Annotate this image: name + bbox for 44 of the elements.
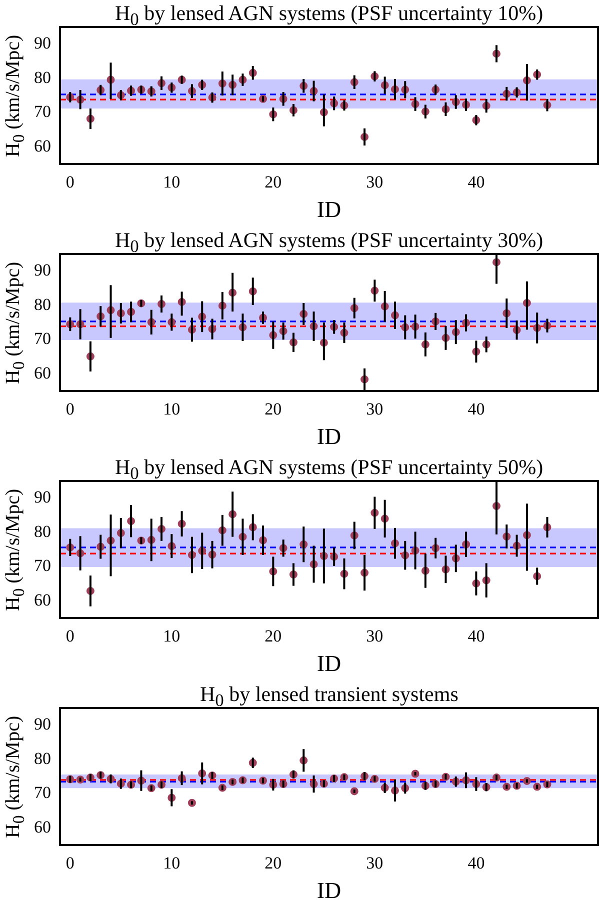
y-tick-label: 60 [34, 136, 51, 156]
x-tick-label: 20 [264, 854, 282, 873]
x-tick-label: 10 [163, 626, 180, 646]
y-tick-label: 80 [34, 522, 51, 541]
x-tick-label: 30 [366, 854, 384, 873]
x-tick-label: 40 [468, 400, 485, 419]
y-tick-label: 70 [34, 329, 51, 348]
x-tick-label: 20 [264, 400, 282, 419]
x-tick-label: 30 [366, 172, 384, 192]
x-tick-label: 0 [66, 400, 74, 419]
x-tick-label: 0 [66, 172, 74, 192]
x-tick-label: 20 [264, 172, 282, 192]
x-tick-label: 40 [468, 626, 485, 646]
y-tick-label: 60 [34, 363, 51, 382]
x-axis-title: ID [316, 197, 342, 222]
y-tick-label: 80 [34, 748, 51, 768]
x-tick-label: 0 [66, 626, 74, 646]
x-tick-label: 10 [163, 854, 180, 873]
x-tick-label: 40 [468, 172, 485, 192]
x-axis-title: ID [316, 424, 342, 450]
y-tick-label: 80 [34, 294, 51, 314]
x-axis-title: ID [316, 878, 342, 904]
y-tick-label: 60 [34, 817, 51, 836]
y-tick-label: 60 [34, 590, 51, 610]
x-tick-label: 10 [163, 400, 180, 419]
y-tick-label: 90 [34, 34, 51, 53]
x-tick-label: 30 [366, 626, 384, 646]
chart-title: H$_{0}$ by lensed AGN systems (PSF uncertainty 50%) [115, 454, 544, 486]
x-tick-label: 20 [264, 626, 282, 646]
y-tick-label: 80 [34, 68, 51, 87]
x-axis-title: ID [316, 651, 342, 676]
x-tick-label: 0 [66, 854, 74, 873]
y-tick-label: 70 [34, 783, 51, 802]
chart-title: H$_{0}$ by lensed AGN systems (PSF uncertainty 10%) [115, 0, 544, 32]
x-tick-label: 30 [366, 400, 384, 419]
y-tick-label: 90 [34, 260, 51, 280]
y-tick-label: 70 [34, 556, 51, 576]
y-tick-label: 90 [34, 714, 51, 734]
x-tick-label: 40 [468, 854, 485, 873]
y-tick-label: 90 [34, 488, 51, 507]
x-tick-label: 10 [163, 172, 180, 192]
chart-title: H$_{0}$ by lensed AGN systems (PSF uncertainty 30%) [115, 227, 544, 258]
chart-title: H$_{0}$ by lensed transient systems [200, 681, 458, 712]
y-tick-label: 70 [34, 102, 51, 122]
